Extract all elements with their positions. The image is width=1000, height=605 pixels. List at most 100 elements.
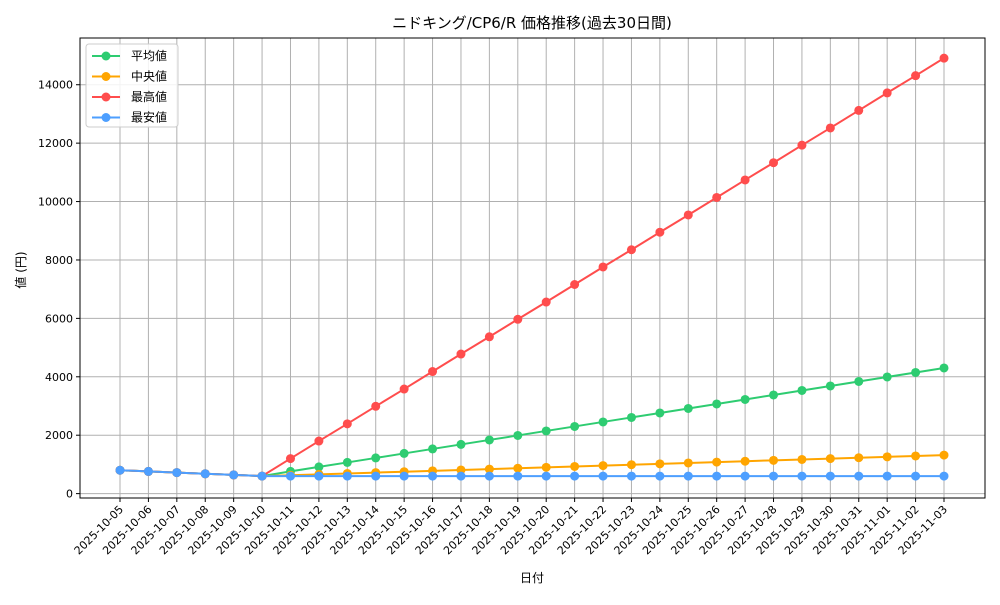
legend-marker bbox=[101, 72, 111, 81]
data-point bbox=[598, 471, 608, 481]
data-point bbox=[655, 471, 665, 481]
data-point bbox=[285, 471, 295, 481]
data-point bbox=[769, 471, 779, 481]
data-point bbox=[115, 465, 125, 475]
data-point bbox=[882, 372, 892, 382]
plot-frame bbox=[79, 37, 986, 499]
data-point bbox=[939, 53, 949, 63]
data-point bbox=[683, 458, 693, 468]
series-2 bbox=[115, 53, 949, 481]
data-point bbox=[626, 412, 636, 422]
y-tick-label: 6000 bbox=[45, 312, 73, 325]
data-point bbox=[541, 462, 551, 472]
data-point bbox=[570, 461, 580, 471]
series-0 bbox=[115, 363, 949, 481]
data-point bbox=[712, 457, 722, 467]
data-point bbox=[740, 175, 750, 185]
data-point bbox=[371, 471, 381, 481]
data-point bbox=[598, 461, 608, 471]
y-tick-label: 4000 bbox=[45, 371, 73, 384]
data-point bbox=[854, 105, 864, 115]
data-point bbox=[882, 471, 892, 481]
data-point bbox=[626, 471, 636, 481]
data-point bbox=[655, 459, 665, 469]
data-point bbox=[314, 462, 324, 472]
data-point bbox=[371, 401, 381, 411]
data-point bbox=[598, 417, 608, 427]
legend-marker bbox=[101, 92, 111, 102]
series-line bbox=[119, 469, 944, 478]
data-point bbox=[939, 471, 949, 481]
data-point bbox=[683, 471, 693, 481]
data-point bbox=[456, 349, 466, 359]
data-point bbox=[456, 439, 466, 449]
data-point bbox=[314, 436, 324, 446]
y-tick-label: 12000 bbox=[38, 137, 73, 150]
legend-box bbox=[85, 43, 179, 128]
data-point bbox=[513, 463, 523, 473]
legend-label: 平均値 bbox=[131, 48, 167, 63]
data-point bbox=[513, 471, 523, 481]
y-tick-label: 10000 bbox=[38, 196, 73, 209]
data-point bbox=[854, 453, 864, 463]
data-point bbox=[229, 470, 239, 480]
legend-label: 最安値 bbox=[131, 110, 167, 125]
y-tick-label: 14000 bbox=[38, 79, 73, 92]
data-point bbox=[740, 394, 750, 404]
data-point bbox=[939, 450, 949, 460]
data-point bbox=[342, 419, 352, 429]
data-point bbox=[285, 454, 295, 464]
data-point bbox=[428, 367, 438, 377]
data-point bbox=[484, 435, 494, 445]
data-point bbox=[541, 426, 551, 436]
data-point bbox=[428, 444, 438, 454]
data-point bbox=[769, 390, 779, 400]
y-tick-label: 8000 bbox=[45, 254, 73, 267]
series-line bbox=[119, 454, 945, 478]
legend-label: 最高値 bbox=[131, 89, 167, 104]
data-point bbox=[882, 452, 892, 462]
data-point bbox=[541, 471, 551, 481]
data-point bbox=[314, 471, 324, 481]
chart-title: ニドキング/CP6/R 価格推移(過去30日間) bbox=[392, 14, 672, 32]
data-point bbox=[911, 451, 921, 461]
data-point bbox=[484, 464, 494, 474]
data-point bbox=[399, 384, 409, 394]
data-point bbox=[598, 262, 608, 272]
data-point bbox=[854, 471, 864, 481]
data-point bbox=[854, 376, 864, 386]
data-point bbox=[570, 421, 580, 431]
data-point bbox=[570, 280, 580, 290]
data-point bbox=[825, 381, 835, 391]
data-point bbox=[570, 471, 580, 481]
data-point bbox=[513, 314, 523, 324]
data-point bbox=[683, 403, 693, 413]
data-point bbox=[797, 454, 807, 464]
data-point bbox=[541, 297, 551, 307]
data-point bbox=[456, 471, 466, 481]
data-point bbox=[797, 140, 807, 150]
legend-marker bbox=[101, 51, 111, 61]
series-3 bbox=[115, 465, 949, 481]
y-tick-label: 0 bbox=[66, 488, 73, 501]
data-point bbox=[342, 457, 352, 467]
data-point bbox=[626, 460, 636, 470]
data-point bbox=[911, 471, 921, 481]
data-point bbox=[825, 123, 835, 133]
data-point bbox=[825, 471, 835, 481]
data-point bbox=[712, 192, 722, 202]
x-axis-label: 日付 bbox=[520, 571, 544, 585]
data-point bbox=[911, 367, 921, 377]
data-point bbox=[683, 210, 693, 220]
data-point bbox=[172, 468, 182, 478]
series-line bbox=[119, 57, 945, 478]
data-point bbox=[428, 471, 438, 481]
data-point bbox=[513, 430, 523, 440]
data-point bbox=[825, 454, 835, 464]
data-point bbox=[797, 385, 807, 395]
data-point bbox=[371, 453, 381, 463]
data-point bbox=[797, 471, 807, 481]
data-point bbox=[484, 471, 494, 481]
